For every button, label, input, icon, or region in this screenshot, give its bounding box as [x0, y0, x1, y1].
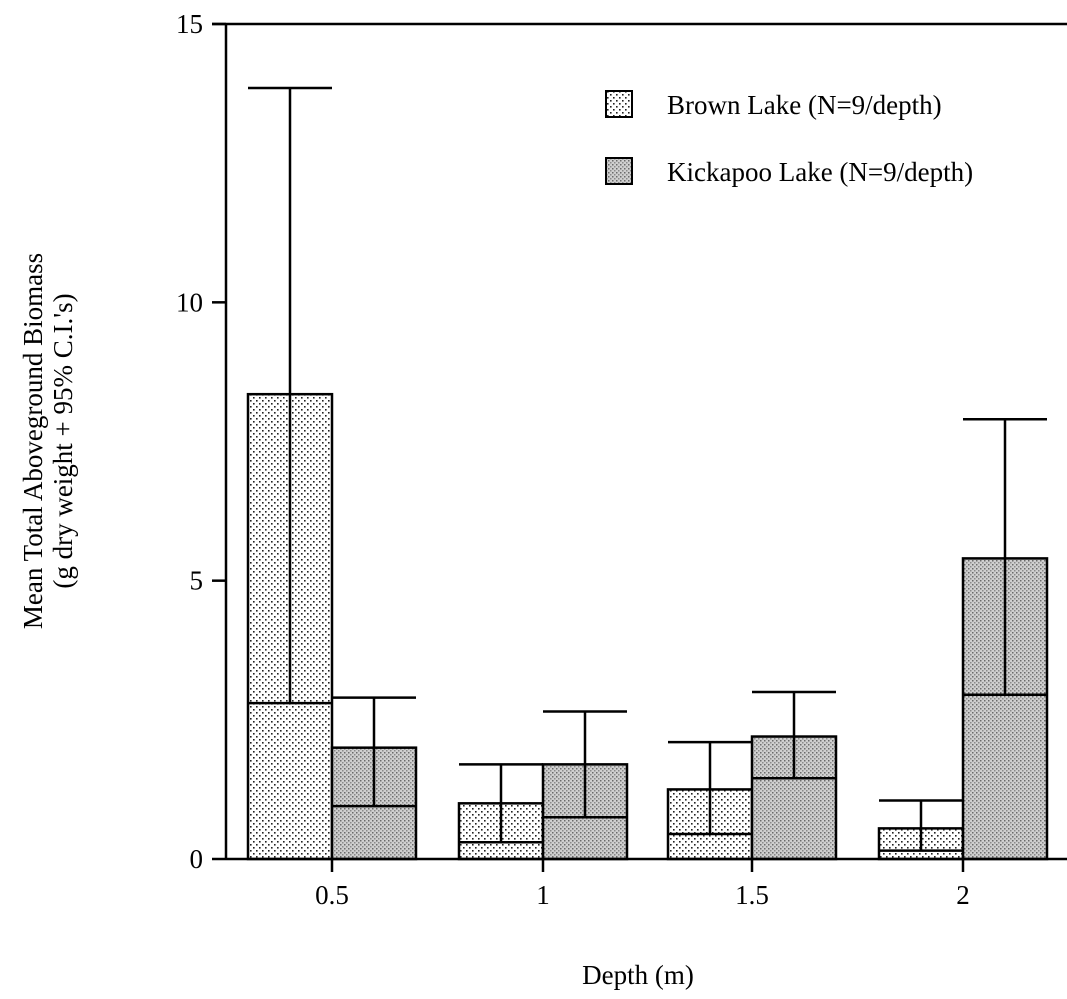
x-axis-title: Depth (m) — [582, 960, 694, 990]
bars-layer — [246, 392, 1049, 861]
y-tick-label: 10 — [176, 287, 203, 317]
x-tick-label: 0.5 — [315, 880, 349, 910]
error-bar-kickapoo-lake-1-5 — [752, 690, 836, 780]
y-ticks-layer: 0 5 10 15 — [176, 9, 226, 874]
error-bar-brown-lake-2 — [879, 799, 963, 852]
error-bar-brown-lake-0-5 — [248, 86, 332, 705]
y-axis-title-line-1: Mean Total Aboveground Biomass — [18, 253, 48, 629]
legend-label-kickapoo-lake: Kickapoo Lake (N=9/depth) — [667, 157, 973, 187]
x-tick-label: 1.5 — [735, 880, 769, 910]
y-tick-label: 5 — [190, 566, 204, 596]
error-bar-brown-lake-1-5 — [668, 740, 752, 836]
x-ticks-layer: 0.5 1 1.5 2 — [315, 859, 970, 910]
legend-swatch-kickapoo-lake — [605, 157, 633, 185]
error-bar-kickapoo-lake-0-5 — [332, 696, 416, 808]
y-axis-title-line-2: (g dry weight + 95% C.I.'s) — [48, 293, 78, 588]
legend-label-brown-lake: Brown Lake (N=9/depth) — [667, 90, 942, 120]
legend: Brown Lake (N=9/depth) Kickapoo Lake (N=… — [605, 90, 973, 187]
error-bar-brown-lake-1 — [459, 763, 543, 844]
legend-swatch-brown-lake — [605, 90, 633, 118]
y-tick-label: 15 — [176, 9, 203, 39]
error-bar-kickapoo-lake-1 — [543, 710, 627, 819]
error-bars-layer — [248, 86, 1047, 852]
y-tick-label: 0 — [190, 844, 204, 874]
error-bar-kickapoo-lake-2 — [963, 417, 1047, 697]
x-tick-label: 2 — [956, 880, 970, 910]
x-tick-label: 1 — [536, 880, 550, 910]
